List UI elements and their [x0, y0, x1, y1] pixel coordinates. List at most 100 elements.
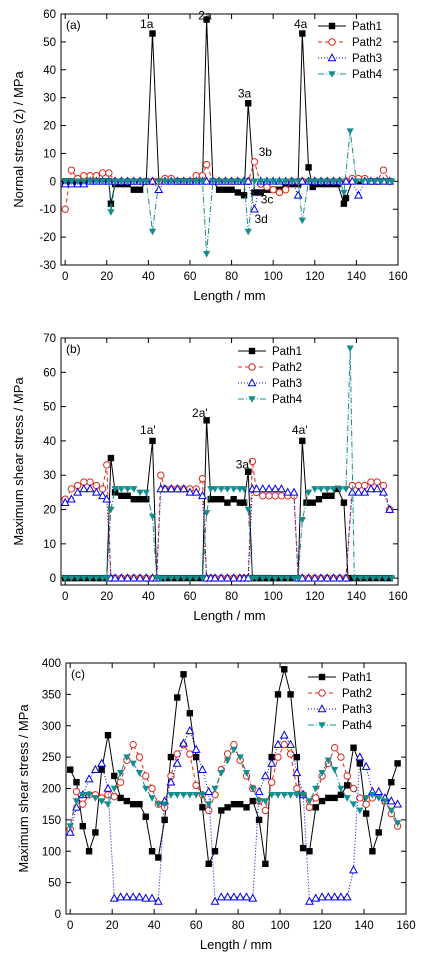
data-point [149, 437, 156, 445]
data-point [305, 164, 312, 171]
data-point [186, 178, 194, 186]
data-point [128, 892, 138, 901]
data-point [179, 791, 188, 799]
data-point [306, 848, 313, 855]
data-point [110, 573, 120, 582]
data-point [236, 754, 244, 761]
data-point [205, 860, 212, 867]
data-point [172, 758, 182, 767]
data-point [66, 823, 74, 830]
data-point [311, 486, 319, 493]
data-point [148, 228, 157, 236]
data-point [255, 798, 263, 805]
data-point [283, 487, 293, 496]
data-point [265, 575, 273, 582]
data-point [243, 176, 253, 185]
data-point [85, 791, 93, 799]
data-point [73, 487, 83, 496]
data-point [315, 496, 323, 503]
data-point [110, 785, 118, 793]
data-point [354, 190, 363, 199]
data-point [221, 178, 229, 186]
data-point [271, 575, 279, 582]
data-point [148, 795, 156, 802]
data-point [198, 490, 207, 500]
series [61, 345, 396, 582]
data-point [374, 786, 384, 795]
data-point [135, 753, 144, 761]
data-point [91, 795, 99, 802]
data-point [92, 829, 99, 836]
data-point [192, 791, 200, 799]
data-point [311, 178, 319, 186]
data-point [102, 494, 112, 503]
data-point [341, 176, 351, 185]
plot-frame [60, 13, 399, 266]
data-point [273, 739, 283, 748]
data-point [257, 189, 264, 196]
data-point [260, 771, 270, 780]
data-point [223, 486, 232, 493]
data-point [161, 575, 169, 582]
data-point [337, 753, 345, 761]
x-tick-label: 0 [62, 271, 68, 283]
annotation: 2a' [192, 406, 208, 420]
data-point [275, 178, 284, 186]
y-tick-label: 50 [43, 402, 56, 414]
series-line [69, 729, 398, 903]
data-point [179, 484, 189, 493]
data-point [117, 178, 125, 186]
x-tick-label: 60 [190, 920, 203, 932]
data-point [252, 575, 261, 582]
data-point [204, 786, 214, 795]
data-point [109, 893, 119, 902]
data-point [61, 205, 69, 213]
data-point [230, 800, 238, 808]
data-point [280, 740, 288, 749]
legend-marker [328, 22, 336, 30]
data-point [394, 760, 401, 767]
panel-label: (a) [66, 18, 81, 32]
data-point [65, 827, 75, 836]
data-point [369, 575, 377, 582]
legend-label: Path1 [342, 672, 372, 684]
data-point [105, 169, 113, 177]
y-tick-label: 300 [42, 721, 61, 733]
data-point [269, 186, 277, 194]
data-point [179, 738, 188, 747]
data-point [123, 573, 133, 582]
data-point [347, 487, 357, 496]
annotation: 3a' [236, 457, 252, 471]
data-point [394, 820, 402, 827]
x-tick-label: 140 [347, 271, 366, 283]
data-point [210, 573, 220, 582]
chart-panel: 0 20 40 60 80 100 120 140 160 -30 -20 -10 0 10 20 30 40 5… [11, 9, 408, 303]
data-point [107, 209, 115, 216]
data-point [378, 487, 388, 496]
data-point [245, 468, 252, 475]
data-point [350, 575, 358, 582]
data-point [271, 492, 279, 500]
data-point [198, 575, 207, 582]
data-point [80, 178, 88, 186]
data-point [136, 186, 144, 193]
data-point [288, 178, 296, 186]
data-point [205, 801, 213, 808]
data-point [329, 573, 338, 582]
data-point [186, 791, 194, 799]
y-tick-label: -20 [39, 232, 56, 244]
data-point [161, 816, 168, 824]
data-point [257, 574, 264, 582]
data-point [229, 573, 239, 582]
data-point [173, 575, 182, 582]
data-point [251, 189, 258, 196]
x-tick-label: 0 [67, 920, 73, 932]
data-point [289, 487, 299, 496]
data-point [252, 484, 261, 493]
data-point [230, 746, 238, 754]
x-tick-label: 40 [142, 271, 155, 283]
data-point [388, 779, 395, 786]
data-point [135, 770, 144, 777]
data-point [335, 573, 345, 582]
series-line [65, 348, 392, 579]
